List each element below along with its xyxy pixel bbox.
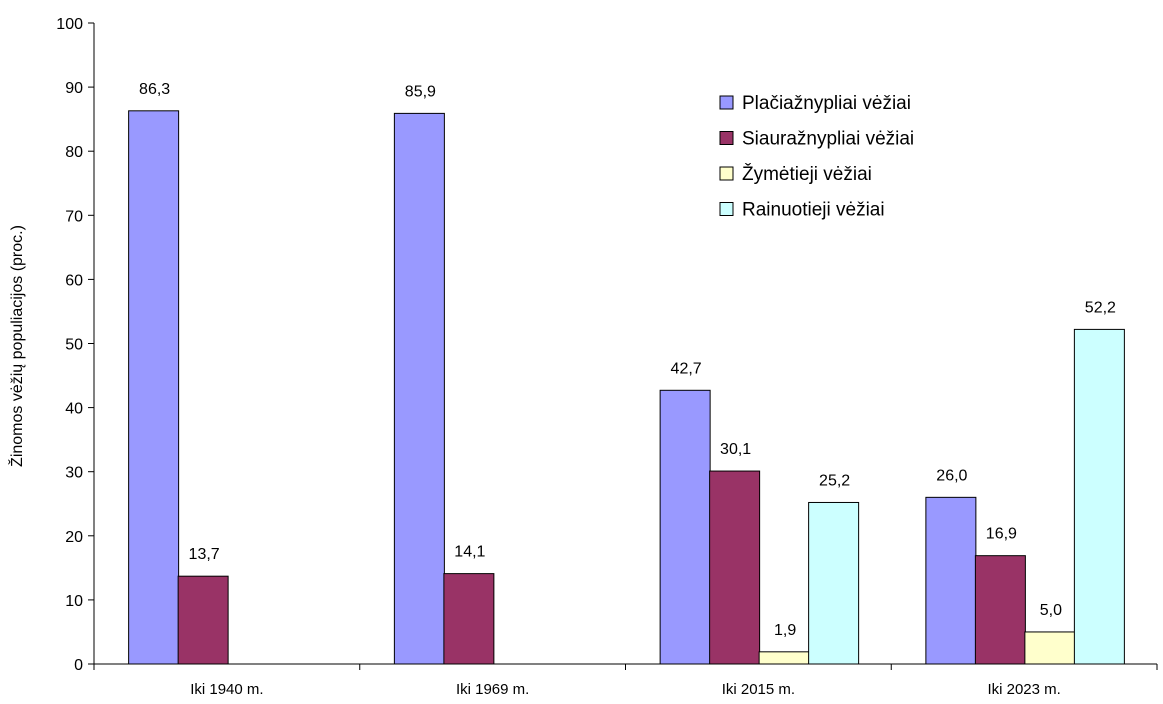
legend-label: Siauražnypliai vėžiai (742, 129, 914, 150)
y-axis-ticks: 0 10 20 30 40 50 60 70 80 90 100 (56, 16, 94, 674)
y-tick-label: 90 (65, 80, 83, 97)
x-category-label: Iki 1940 m. (190, 681, 263, 698)
bar (177, 575, 229, 665)
data-label: 13,7 (189, 546, 220, 563)
y-tick-label: 20 (65, 529, 83, 546)
legend-swatch (719, 166, 734, 181)
bar (659, 389, 711, 665)
legend-swatch (719, 95, 734, 110)
bars: 86,3 13,7 85,9 14,1 42,7 30,1 1,9 25,2 26,0 16,9 5… (128, 81, 1125, 665)
legend: Plačiažnypliai vėžiai Siauražnypliai vėži… (719, 93, 914, 221)
legend-swatch (719, 202, 734, 216)
y-tick-label: 30 (65, 465, 83, 482)
x-category-label: Iki 1969 m. (456, 681, 529, 698)
bar (1024, 631, 1076, 665)
y-tick-label: 10 (65, 593, 83, 610)
data-label: 42,7 (671, 360, 702, 377)
y-tick-label: 0 (74, 657, 83, 674)
y-tick-label: 60 (65, 272, 83, 289)
bar (393, 112, 445, 665)
data-label: 85,9 (405, 83, 436, 100)
data-label: 86,3 (139, 81, 170, 98)
data-label: 1,9 (774, 622, 796, 639)
legend-label: Žymėtieji vėžiai (742, 163, 872, 185)
legend-label: Plačiažnypliai vėžiai (742, 93, 911, 114)
data-label: 14,1 (454, 544, 485, 561)
axes (93, 23, 1158, 670)
bar (925, 496, 977, 665)
bar (709, 470, 761, 665)
x-category-label: Iki 2023 m. (987, 681, 1060, 698)
y-tick-label: 40 (65, 401, 83, 418)
y-tick-label: 50 (65, 337, 83, 354)
bar (443, 573, 495, 665)
x-axis-categories: Iki 1940 m. Iki 1969 m. Iki 2015 m. Iki 202… (190, 681, 1061, 698)
y-tick-label: 100 (56, 16, 83, 33)
data-label: 52,2 (1085, 299, 1116, 316)
y-tick-label: 70 (65, 208, 83, 225)
bar (1073, 328, 1125, 665)
bar (758, 651, 810, 665)
legend-swatch (719, 131, 734, 145)
legend-label: Rainuotieji vėžiai (742, 200, 885, 221)
data-label: 25,2 (819, 472, 850, 489)
data-label: 16,9 (986, 526, 1017, 543)
bar (808, 501, 860, 665)
data-label: 5,0 (1040, 602, 1062, 619)
x-category-label: Iki 2015 m. (722, 681, 795, 698)
bar (974, 555, 1026, 665)
y-tick-label: 80 (65, 144, 83, 161)
data-label: 30,1 (720, 441, 751, 458)
y-axis-title: Žinomos vėžių populiacijos (proc.) (7, 225, 26, 467)
bar (128, 110, 180, 665)
data-label: 26,0 (936, 467, 967, 484)
